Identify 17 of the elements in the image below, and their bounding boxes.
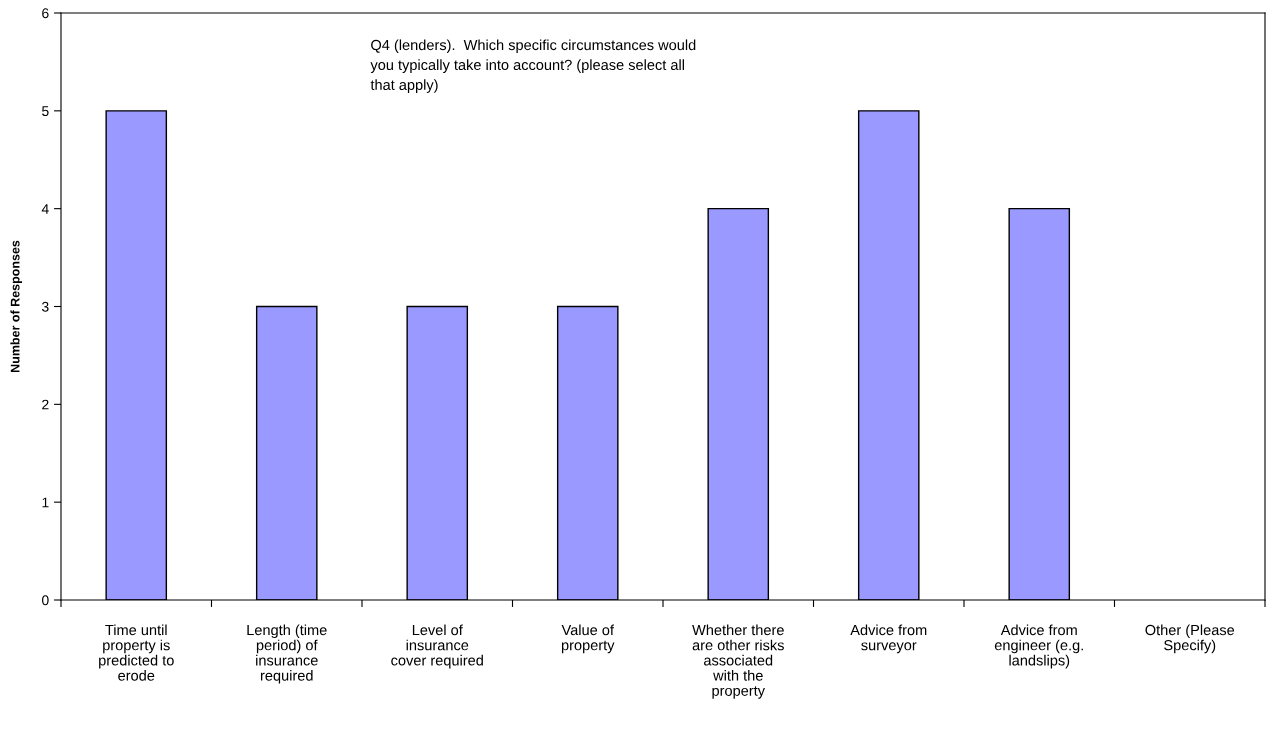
text: Q4 (lenders). Which specific circumstances would you typically take into account? (please select all that apply) [370,39,696,93]
y-tick-label: 0 [42,595,49,606]
y-tick-label: 5 [42,106,49,116]
x-tick-label: Value of property [561,624,615,654]
y-tick-label: 2 [42,399,49,410]
x-tick-label: Advice from surveyor [850,624,927,654]
y-axis-title: Number of Responses [10,240,23,372]
x-tick-label: Time until property is predicted to erode [99,624,174,681]
x-tick-label: Other (Please Specify) [1145,624,1235,654]
x-tick-label: Level of insurance cover required [391,624,483,669]
y-tick-label: 6 [42,8,49,19]
y-tick-label: 4 [41,204,49,214]
x-tick-label: Whether there are other risks associated with the property [692,624,784,699]
x-tick-label: Length (time period) of insurance required [247,624,327,684]
x-tick-label: Advice from engineer (e.g. landslips) [994,624,1083,669]
y-tick-label: 3 [42,301,49,312]
y-tick-label: 1 [42,497,49,508]
